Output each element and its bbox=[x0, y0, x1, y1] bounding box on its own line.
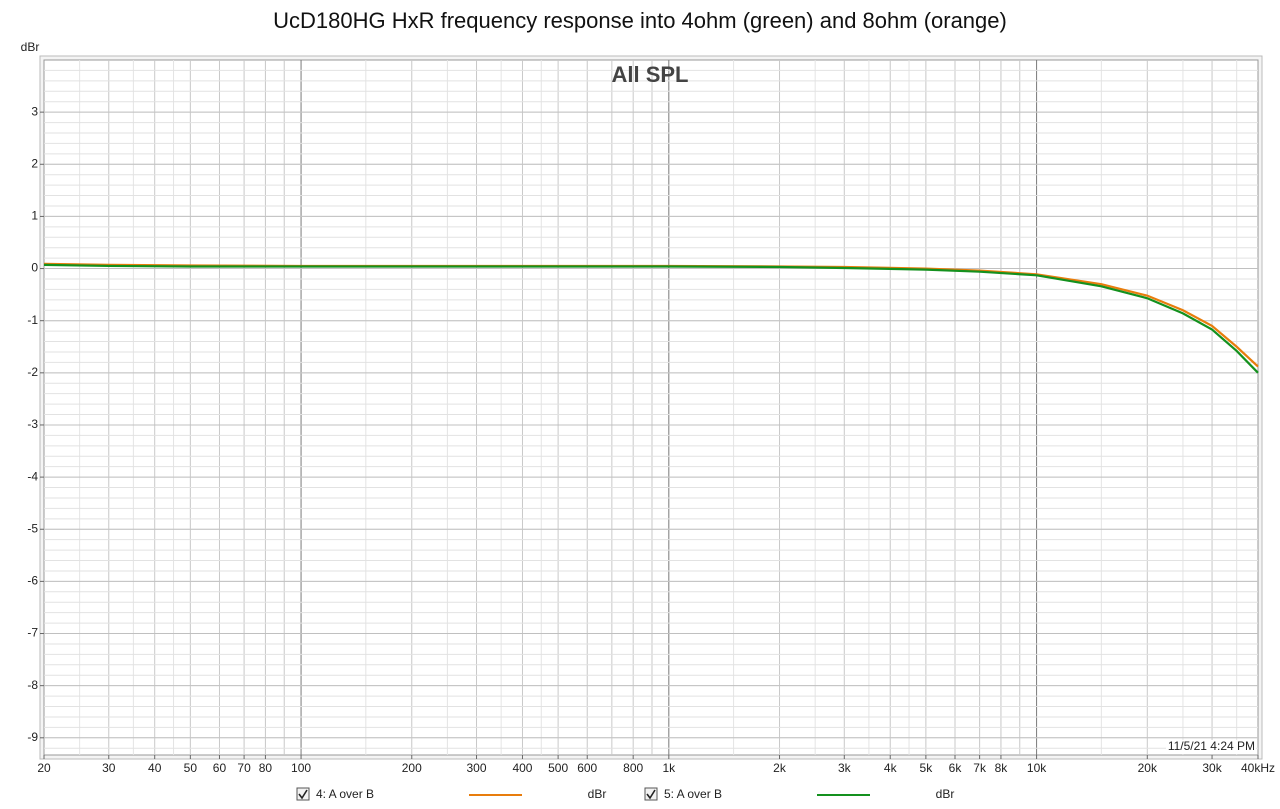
legend-unit: dBr bbox=[588, 787, 607, 801]
y-tick-label: -1 bbox=[27, 313, 38, 327]
y-tick-label: -3 bbox=[27, 417, 38, 431]
y-tick-label: 0 bbox=[31, 261, 38, 275]
x-tick-label: 40 bbox=[148, 761, 162, 775]
x-tick-label: 100 bbox=[291, 761, 311, 775]
y-tick-label: -8 bbox=[27, 678, 38, 692]
x-tick-label: 6k bbox=[949, 761, 963, 775]
legend: 4: A over B dBr 5: A over B dBr bbox=[296, 787, 955, 801]
x-tick-label: 2k bbox=[773, 761, 787, 775]
x-tick-label: 800 bbox=[623, 761, 643, 775]
y-tick-label: -9 bbox=[27, 730, 38, 744]
checkmark bbox=[646, 789, 656, 800]
chart-subtitle: All SPL bbox=[611, 62, 688, 87]
legend-item[interactable]: 5: A over B dBr bbox=[644, 787, 955, 801]
plot-area bbox=[43, 59, 1259, 756]
y-tick-label: -4 bbox=[27, 469, 38, 483]
chart-title: UcD180HG HxR frequency response into 4oh… bbox=[273, 8, 1007, 33]
x-tick-label: 400 bbox=[512, 761, 532, 775]
annotation-bg bbox=[1166, 740, 1256, 754]
grid bbox=[44, 60, 1258, 755]
x-tick-label: 500 bbox=[548, 761, 568, 775]
x-tick-label: 4k bbox=[884, 761, 898, 775]
legend-checkbox[interactable] bbox=[296, 787, 310, 801]
timestamp: 11/5/21 4:24 PM bbox=[1168, 739, 1255, 753]
legend-checkbox[interactable] bbox=[644, 787, 658, 801]
legend-item[interactable]: 4: A over B dBr bbox=[296, 787, 607, 801]
x-tick-label: 40kHz bbox=[1241, 761, 1275, 775]
y-tick-label: 2 bbox=[31, 156, 38, 170]
x-tick-label: 80 bbox=[259, 761, 273, 775]
x-tick-label: 3k bbox=[838, 761, 852, 775]
x-tick-label: 600 bbox=[577, 761, 597, 775]
x-tick-label: 5k bbox=[920, 761, 934, 775]
x-tick-label: 50 bbox=[184, 761, 198, 775]
y-tick-label: -5 bbox=[27, 521, 38, 535]
y-tick-label: 3 bbox=[31, 104, 38, 118]
x-tick-label: 8k bbox=[995, 761, 1009, 775]
x-tick-label: 1k bbox=[662, 761, 676, 775]
legend-unit: dBr bbox=[936, 787, 955, 801]
x-tick-label: 200 bbox=[402, 761, 422, 775]
legend-label: 5: A over B bbox=[664, 787, 722, 801]
series-line bbox=[43, 263, 1259, 374]
x-tick-label: 30k bbox=[1202, 761, 1222, 775]
y-axis-label: dBr bbox=[21, 40, 40, 54]
checkmark bbox=[298, 789, 308, 800]
y-tick-label: -7 bbox=[27, 626, 38, 640]
y-tick-label: -2 bbox=[27, 365, 38, 379]
x-tick-label: 70 bbox=[237, 761, 251, 775]
x-tick-label: 20k bbox=[1138, 761, 1158, 775]
y-tick-label: -6 bbox=[27, 574, 38, 588]
x-tick-label: 20 bbox=[37, 761, 51, 775]
lines bbox=[43, 262, 1259, 374]
x-tick-label: 300 bbox=[467, 761, 487, 775]
legend-label: 4: A over B bbox=[316, 787, 374, 801]
x-tick-label: 30 bbox=[102, 761, 116, 775]
x-tick-label: 60 bbox=[213, 761, 227, 775]
x-tick-label: 10k bbox=[1027, 761, 1047, 775]
y-tick-label: 1 bbox=[31, 209, 38, 223]
x-tick-label: 7k bbox=[973, 761, 987, 775]
